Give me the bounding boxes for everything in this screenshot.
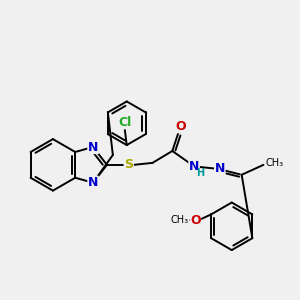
Text: S: S bbox=[124, 158, 133, 171]
Text: N: N bbox=[88, 176, 98, 189]
Text: N: N bbox=[215, 162, 225, 175]
Text: O: O bbox=[190, 214, 201, 227]
Text: O: O bbox=[175, 120, 185, 133]
Text: N: N bbox=[88, 140, 98, 154]
Text: CH₃: CH₃ bbox=[170, 215, 188, 225]
Text: CH₃: CH₃ bbox=[266, 158, 284, 168]
Text: Cl: Cl bbox=[118, 116, 131, 129]
Text: N: N bbox=[189, 160, 199, 173]
Text: H: H bbox=[196, 168, 204, 178]
